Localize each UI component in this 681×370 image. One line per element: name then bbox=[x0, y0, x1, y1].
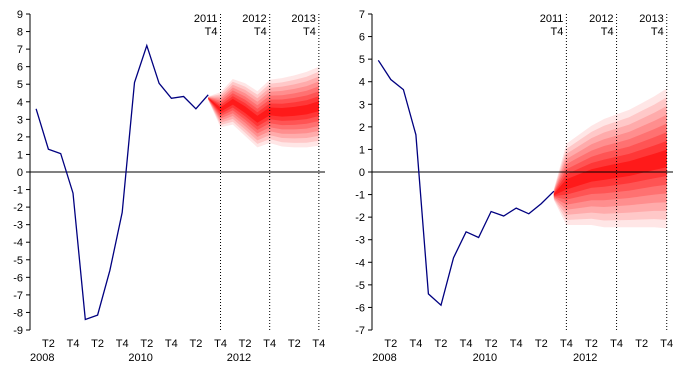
x-tick-label: T2 bbox=[635, 338, 648, 350]
x-tick-label: T4 bbox=[409, 338, 422, 350]
x-tick-label: T4 bbox=[116, 338, 129, 350]
vline-year-label: 2011 bbox=[194, 13, 218, 25]
vline-year-label: 2012 bbox=[589, 13, 613, 25]
x-tick-label: T2 bbox=[585, 338, 598, 350]
y-tick-label: 4 bbox=[17, 97, 23, 109]
year-label: 2010 bbox=[128, 352, 152, 364]
x-tick-label: T4 bbox=[214, 338, 227, 350]
x-tick-label: T2 bbox=[384, 338, 397, 350]
x-tick-label: T2 bbox=[190, 338, 203, 350]
vline-quarter-label: T4 bbox=[303, 26, 316, 38]
x-tick-label: T4 bbox=[510, 338, 523, 350]
vline-year-label: 2011 bbox=[540, 13, 564, 25]
y-tick-label: -1 bbox=[355, 190, 365, 202]
vline-year-label: 2013 bbox=[291, 13, 315, 25]
chart-panel-1: 9 8 7 6 5 4 3 2 1 0 -1 -2 -3 -4 -5 -6 -7 -8 -9 T2 T4 T2 T4 T2 T4… bbox=[13, 9, 325, 364]
y-tick-label: -6 bbox=[13, 272, 23, 284]
y-tick-label: 5 bbox=[17, 79, 23, 91]
year-label: 2012 bbox=[227, 352, 251, 364]
history-line bbox=[35, 43, 209, 321]
year-label: 2012 bbox=[573, 352, 597, 364]
year-label: 2010 bbox=[473, 352, 497, 364]
y-tick-label: 2 bbox=[17, 132, 23, 144]
y-tick-label: -1 bbox=[13, 185, 23, 197]
vline-quarter-label: T4 bbox=[601, 26, 614, 38]
y-tick-label: 1 bbox=[17, 149, 23, 161]
x-tick-label: T4 bbox=[312, 338, 325, 350]
year-label: 2008 bbox=[30, 352, 54, 364]
x-tick-label: T2 bbox=[535, 338, 548, 350]
vline-quarter-label: T4 bbox=[551, 26, 564, 38]
y-tick-label: 2 bbox=[359, 122, 365, 134]
y-tick-label: 5 bbox=[359, 54, 365, 66]
y-tick-label: -7 bbox=[355, 325, 365, 337]
y-tick-label: -5 bbox=[355, 280, 365, 292]
y-tick-label: 8 bbox=[17, 27, 23, 39]
y-tick-label: 0 bbox=[17, 167, 23, 179]
y-tick-label: -2 bbox=[13, 202, 23, 214]
y-tick-label: 4 bbox=[359, 77, 365, 89]
x-tick-label: T2 bbox=[288, 338, 301, 350]
y-tick-label: 0 bbox=[359, 167, 365, 179]
y-tick-label: -9 bbox=[13, 325, 23, 337]
x-tick-label: T4 bbox=[610, 338, 623, 350]
y-tick-label: -2 bbox=[355, 212, 365, 224]
y-tick-label: -6 bbox=[355, 302, 365, 314]
x-tick-label: T4 bbox=[660, 338, 673, 350]
y-tick-label: -4 bbox=[13, 237, 23, 249]
vline-quarter-label: T4 bbox=[205, 26, 218, 38]
x-tick-label: T4 bbox=[460, 338, 473, 350]
fan-band-1 bbox=[208, 98, 319, 123]
x-tick-label: T2 bbox=[91, 338, 104, 350]
x-tick-label: T2 bbox=[485, 338, 498, 350]
y-tick-label: -8 bbox=[13, 307, 23, 319]
y-tick-label: 7 bbox=[17, 44, 23, 56]
vline-quarter-label: T4 bbox=[254, 26, 267, 38]
x-tick-label: T4 bbox=[165, 338, 178, 350]
x-tick-label: T4 bbox=[67, 338, 80, 350]
y-tick-label: -3 bbox=[355, 235, 365, 247]
x-tick-label: T2 bbox=[140, 338, 153, 350]
chart-panel-2: 7 6 5 4 3 2 1 0 -1 -2 -3 -4 -5 -6 -7 T2 T4 T2 T4 T2 T4 T2 T4 T2… bbox=[355, 9, 673, 364]
y-tick-label: 6 bbox=[17, 62, 23, 74]
y-tick-label: 6 bbox=[359, 32, 365, 44]
x-tick-label: T4 bbox=[263, 338, 276, 350]
vline-quarter-label: T4 bbox=[651, 26, 664, 38]
year-label: 2008 bbox=[372, 352, 396, 364]
y-tick-label: 1 bbox=[359, 144, 365, 156]
x-tick-label: T2 bbox=[435, 338, 448, 350]
y-tick-label: -3 bbox=[13, 220, 23, 232]
x-tick-label: T4 bbox=[560, 338, 573, 350]
y-tick-label: -4 bbox=[355, 257, 365, 269]
y-tick-label: -7 bbox=[13, 290, 23, 302]
y-tick-label: -5 bbox=[13, 255, 23, 267]
y-tick-label: 3 bbox=[359, 99, 365, 111]
x-tick-label: T2 bbox=[42, 338, 55, 350]
vline-year-label: 2012 bbox=[242, 13, 266, 25]
x-tick-label: T2 bbox=[239, 338, 252, 350]
y-tick-label: 9 bbox=[17, 9, 23, 21]
history-line bbox=[377, 59, 555, 307]
vline-year-label: 2013 bbox=[639, 13, 663, 25]
y-tick-label: 3 bbox=[17, 114, 23, 126]
y-tick-label: 7 bbox=[359, 9, 365, 21]
